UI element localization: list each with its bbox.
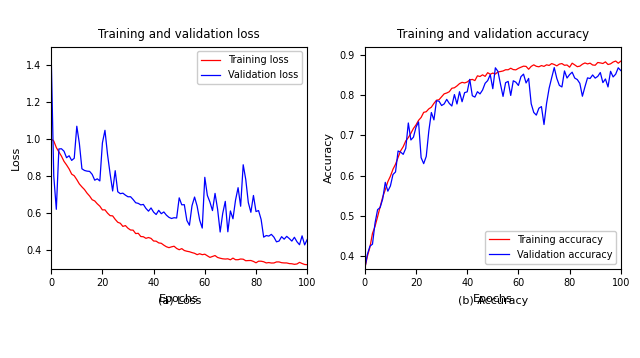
Line: Validation loss: Validation loss xyxy=(51,56,307,245)
Training loss xyxy=(165,246,173,250)
Validation accuracy xyxy=(540,122,548,127)
Legend: Training loss, Validation loss: Training loss, Validation loss xyxy=(197,52,302,84)
Validation loss xyxy=(201,175,209,179)
Line: Training loss: Training loss xyxy=(51,139,307,265)
Validation accuracy xyxy=(479,88,486,92)
Validation accuracy xyxy=(425,129,433,133)
Training loss xyxy=(227,258,234,262)
Validation loss xyxy=(227,209,234,213)
Validation accuracy xyxy=(515,83,522,88)
Training accuracy xyxy=(612,59,620,63)
Training accuracy xyxy=(553,64,561,68)
Validation loss xyxy=(47,54,55,58)
Training loss xyxy=(47,137,55,141)
Validation accuracy xyxy=(361,266,369,271)
X-axis label: Epochs: Epochs xyxy=(159,294,199,304)
Training loss xyxy=(65,167,73,171)
Training loss xyxy=(201,252,209,256)
Training loss xyxy=(111,217,119,222)
Validation loss xyxy=(301,243,308,247)
Text: (a) Loss: (a) Loss xyxy=(157,296,201,306)
Line: Training accuracy: Training accuracy xyxy=(365,61,621,268)
Validation loss xyxy=(303,237,311,242)
Text: (b) Accuracy: (b) Accuracy xyxy=(458,296,528,306)
X-axis label: Epochs: Epochs xyxy=(473,294,513,304)
Line: Validation accuracy: Validation accuracy xyxy=(365,68,621,268)
Y-axis label: Accuracy: Accuracy xyxy=(324,132,334,183)
Training loss xyxy=(303,262,311,267)
Training accuracy xyxy=(479,73,486,77)
Training accuracy xyxy=(617,59,625,63)
Training accuracy xyxy=(540,64,548,68)
Y-axis label: Loss: Loss xyxy=(10,145,20,170)
Training accuracy xyxy=(515,66,522,71)
Validation accuracy xyxy=(556,83,563,87)
Validation loss xyxy=(239,163,247,167)
Validation accuracy xyxy=(379,197,387,201)
Validation loss xyxy=(111,169,119,173)
Validation loss xyxy=(165,215,173,219)
Training accuracy xyxy=(425,107,433,111)
Validation accuracy xyxy=(617,68,625,73)
Validation loss xyxy=(65,154,73,158)
Training loss xyxy=(239,257,247,261)
Training accuracy xyxy=(379,195,387,199)
Training accuracy xyxy=(361,266,369,271)
Title: Training and validation accuracy: Training and validation accuracy xyxy=(397,28,589,41)
Title: Training and validation loss: Training and validation loss xyxy=(99,28,260,41)
Validation accuracy xyxy=(550,66,558,70)
Legend: Training accuracy, Validation accuracy: Training accuracy, Validation accuracy xyxy=(485,231,616,263)
